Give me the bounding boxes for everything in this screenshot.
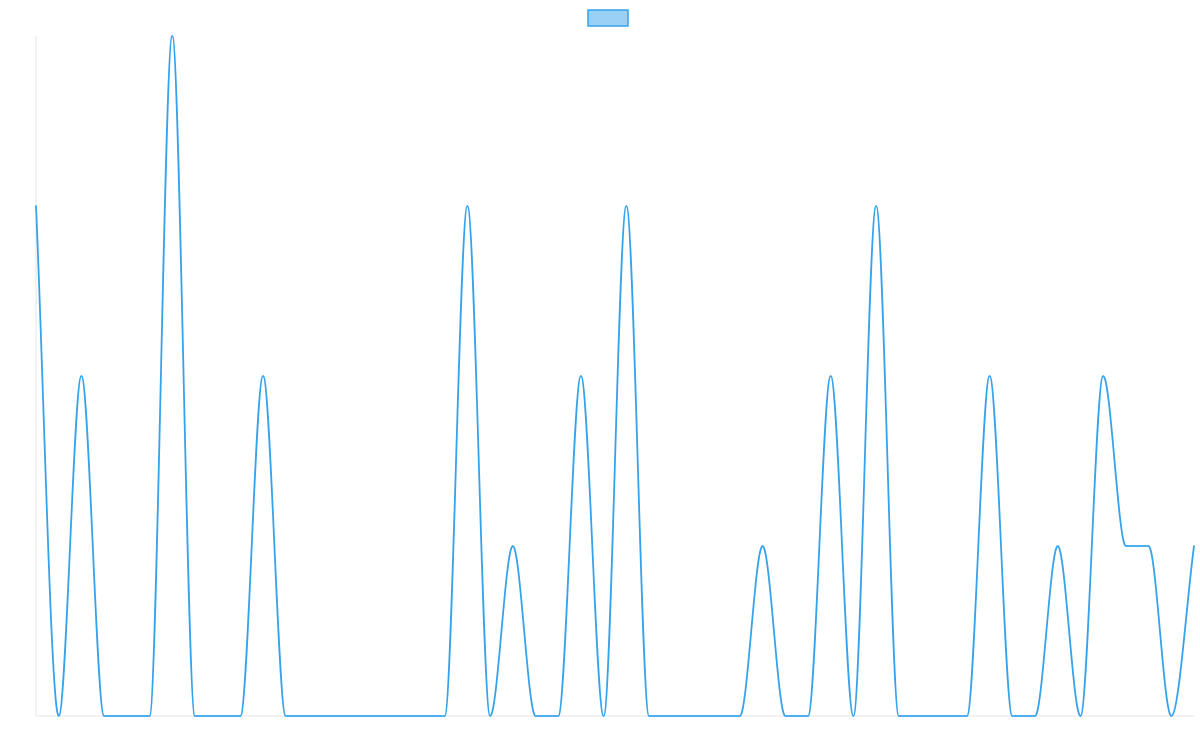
- data-point[interactable]: [101, 713, 107, 719]
- data-point[interactable]: [782, 713, 788, 719]
- data-point[interactable]: [896, 713, 902, 719]
- data-point[interactable]: [464, 203, 470, 209]
- data-point[interactable]: [56, 713, 62, 719]
- data-point[interactable]: [987, 373, 993, 379]
- plot-area: [33, 33, 1197, 719]
- data-point[interactable]: [1168, 713, 1174, 719]
- data-point[interactable]: [351, 713, 357, 719]
- data-point[interactable]: [555, 713, 561, 719]
- data-point[interactable]: [305, 713, 311, 719]
- data-point[interactable]: [805, 713, 811, 719]
- data-point[interactable]: [1146, 543, 1152, 549]
- data-point[interactable]: [1055, 543, 1061, 549]
- data-point[interactable]: [1032, 713, 1038, 719]
- data-point[interactable]: [623, 203, 629, 209]
- legend[interactable]: [587, 9, 629, 27]
- data-point[interactable]: [533, 713, 539, 719]
- series-line: [35, 35, 1195, 717]
- data-point[interactable]: [169, 33, 175, 39]
- data-point[interactable]: [260, 373, 266, 379]
- data-point[interactable]: [328, 713, 334, 719]
- data-point[interactable]: [1009, 713, 1015, 719]
- data-point[interactable]: [487, 713, 493, 719]
- data-point[interactable]: [919, 713, 925, 719]
- data-point[interactable]: [510, 543, 516, 549]
- data-point[interactable]: [669, 713, 675, 719]
- data-point[interactable]: [578, 373, 584, 379]
- data-point[interactable]: [419, 713, 425, 719]
- data-point[interactable]: [374, 713, 380, 719]
- data-point[interactable]: [760, 543, 766, 549]
- data-point[interactable]: [941, 713, 947, 719]
- data-point[interactable]: [1123, 543, 1129, 549]
- axes: [35, 36, 1194, 717]
- data-point[interactable]: [737, 713, 743, 719]
- data-point[interactable]: [714, 713, 720, 719]
- data-point[interactable]: [442, 713, 448, 719]
- data-point[interactable]: [237, 713, 243, 719]
- data-point[interactable]: [1191, 543, 1197, 549]
- data-point[interactable]: [192, 713, 198, 719]
- data-point[interactable]: [828, 373, 834, 379]
- data-point[interactable]: [850, 713, 856, 719]
- data-point[interactable]: [124, 713, 130, 719]
- data-point[interactable]: [1077, 713, 1083, 719]
- data-point[interactable]: [147, 713, 153, 719]
- data-point[interactable]: [396, 713, 402, 719]
- data-point[interactable]: [283, 713, 289, 719]
- data-point[interactable]: [964, 713, 970, 719]
- data-point[interactable]: [691, 713, 697, 719]
- data-point[interactable]: [33, 203, 39, 209]
- data-point[interactable]: [646, 713, 652, 719]
- data-point[interactable]: [601, 713, 607, 719]
- data-point[interactable]: [78, 373, 84, 379]
- data-point[interactable]: [1100, 373, 1106, 379]
- data-point[interactable]: [215, 713, 221, 719]
- data-point[interactable]: [873, 203, 879, 209]
- legend-swatch[interactable]: [587, 9, 629, 27]
